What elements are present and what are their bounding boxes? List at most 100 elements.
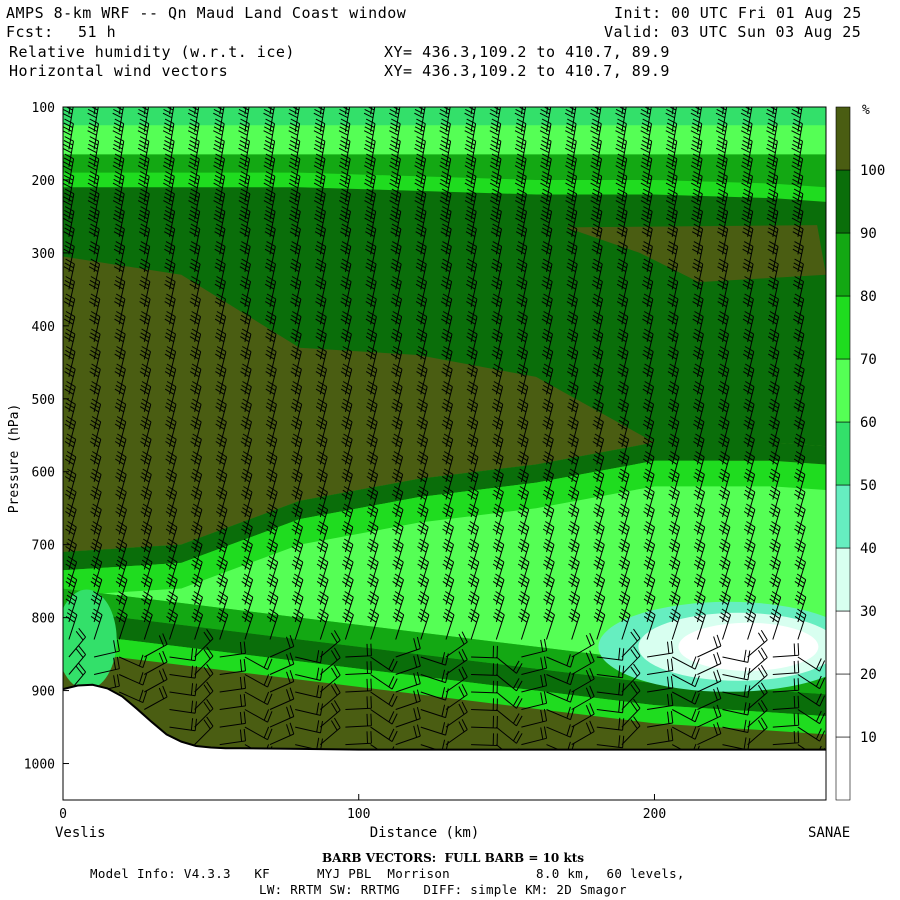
wind-barb	[668, 591, 681, 623]
wind-barb	[342, 591, 354, 623]
wind-barb	[692, 241, 704, 273]
wind-barb	[290, 416, 303, 448]
wind-barb	[668, 573, 681, 605]
wind-barb	[139, 328, 151, 360]
wind-barb	[717, 258, 729, 290]
wind-barb	[415, 258, 427, 290]
wind-barb	[542, 521, 555, 553]
wind-barb	[240, 468, 253, 500]
wind-barb	[288, 206, 301, 237]
wind-barb	[767, 258, 779, 290]
wind-barb	[667, 398, 680, 430]
wind-barb	[391, 451, 404, 483]
wind-barb	[364, 153, 376, 185]
wind-barb	[641, 241, 653, 273]
wind-barb	[489, 188, 502, 220]
wind-barb	[190, 486, 203, 518]
wind-barb	[540, 171, 552, 202]
wind-barb	[441, 416, 454, 448]
wind-barb	[566, 293, 578, 325]
wind-barb	[692, 311, 704, 343]
wind-barb	[769, 608, 782, 640]
wind-barb	[89, 328, 101, 360]
wind-barb	[715, 118, 728, 150]
wind-barb	[543, 591, 555, 623]
wind-barb	[741, 153, 753, 185]
wind-barb	[567, 486, 580, 518]
wind-barb	[319, 700, 341, 728]
wind-barb	[89, 381, 101, 413]
wind-barb	[617, 433, 630, 465]
wind-barb	[590, 188, 603, 220]
wind-barb	[240, 363, 252, 395]
wind-barb	[367, 573, 379, 605]
wind-barb	[617, 451, 630, 483]
wind-barb	[216, 591, 229, 623]
wind-barb	[90, 556, 103, 588]
wind-barb	[743, 486, 756, 518]
wind-barb	[794, 608, 807, 640]
wind-barb	[141, 608, 153, 640]
wind-barb	[691, 206, 703, 237]
wind-barb	[565, 206, 578, 237]
wind-barb	[215, 503, 228, 535]
wind-barb	[596, 682, 625, 696]
wind-barb	[643, 468, 655, 500]
wind-barb	[495, 674, 523, 692]
wind-barb	[571, 668, 595, 693]
wind-barb	[266, 521, 278, 553]
wind-barb	[391, 398, 403, 430]
wind-barb	[364, 206, 377, 237]
wind-barb	[64, 311, 76, 343]
wind-barb	[471, 680, 498, 694]
wind-barb	[542, 486, 555, 518]
wind-barb	[693, 503, 706, 535]
wind-barb	[115, 573, 128, 605]
wind-barb	[64, 363, 76, 395]
wind-barb	[63, 153, 75, 185]
wind-barb	[467, 556, 480, 588]
wind-barb	[88, 223, 100, 255]
wind-barb	[643, 503, 655, 535]
colorbar-swatch	[835, 484, 851, 549]
wind-barb	[516, 258, 528, 290]
wind-barb	[345, 696, 372, 710]
wind-barb	[717, 328, 729, 360]
wind-barb	[640, 118, 652, 150]
wind-barb	[395, 706, 421, 728]
wind-barb	[291, 451, 303, 483]
wind-barb	[542, 503, 555, 535]
wind-barb	[442, 556, 455, 588]
wind-barb	[115, 503, 127, 535]
wind-barb	[315, 346, 327, 378]
wind-barb	[766, 206, 779, 237]
wind-barb	[718, 486, 731, 518]
wind-barb	[495, 691, 523, 709]
wind-barb	[265, 398, 277, 430]
wind-barb	[238, 107, 250, 132]
wind-barb	[617, 346, 629, 378]
wind-barb	[313, 107, 325, 132]
wind-barb	[615, 136, 627, 167]
wind-barb	[541, 363, 554, 395]
wind-barb	[341, 451, 353, 483]
wind-barb	[317, 608, 329, 640]
wind-barb	[90, 573, 103, 605]
wind-barb	[618, 486, 630, 518]
wind-barb	[615, 118, 627, 150]
wind-barb	[315, 416, 328, 448]
wind-barb	[517, 556, 530, 588]
wind-barb	[319, 665, 341, 693]
wind-barb	[90, 591, 103, 623]
wind-barb	[266, 591, 279, 623]
wind-barb	[642, 433, 655, 465]
wind-barb	[794, 538, 806, 570]
wind-barb	[514, 107, 527, 132]
wind-barb	[417, 608, 430, 640]
wind-barb	[87, 153, 100, 185]
wind-barb	[666, 223, 678, 255]
wind-barb	[416, 416, 428, 448]
wind-barb	[89, 416, 102, 448]
colorbar-tick-label: 60	[860, 415, 877, 431]
